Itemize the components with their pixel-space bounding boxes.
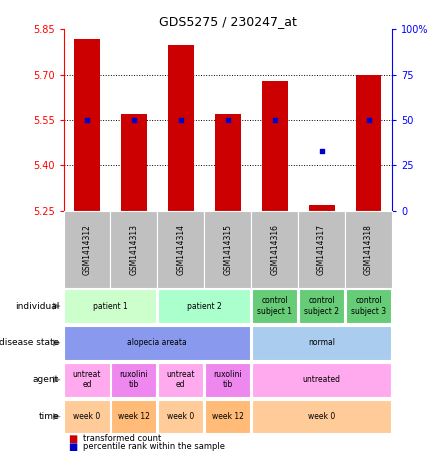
Text: control
subject 2: control subject 2 [304, 296, 339, 316]
Text: control
subject 1: control subject 1 [257, 296, 292, 316]
Text: GSM1414317: GSM1414317 [317, 224, 326, 275]
Text: week 0: week 0 [73, 412, 101, 421]
Bar [252, 326, 391, 360]
Bar [298, 211, 345, 288]
Text: week 12: week 12 [212, 412, 244, 421]
Bar [110, 211, 157, 288]
Text: percentile rank within the sample: percentile rank within the sample [83, 442, 225, 451]
Bar [204, 211, 251, 288]
Text: untreated: untreated [303, 375, 341, 384]
Bar [262, 81, 288, 211]
Point [177, 116, 184, 124]
Text: individual: individual [15, 302, 59, 311]
Bar [121, 114, 147, 211]
Text: ruxolini
tib: ruxolini tib [120, 370, 148, 390]
Point [365, 116, 372, 124]
Bar [158, 289, 250, 323]
Text: disease state: disease state [0, 338, 59, 347]
Point [271, 116, 278, 124]
Bar [345, 211, 392, 288]
Point [84, 116, 91, 124]
Title: GDS5275 / 230247_at: GDS5275 / 230247_at [159, 15, 297, 28]
Bar [64, 211, 110, 288]
Point [224, 116, 231, 124]
Bar [64, 400, 110, 434]
Bar [251, 211, 298, 288]
Text: transformed count: transformed count [83, 434, 162, 443]
Text: week 12: week 12 [118, 412, 150, 421]
Point [131, 116, 138, 124]
Bar [252, 363, 391, 397]
Polygon shape [53, 413, 61, 420]
Bar [64, 363, 110, 397]
Polygon shape [53, 339, 61, 347]
Bar [205, 363, 250, 397]
Text: control
subject 3: control subject 3 [351, 296, 386, 316]
Text: patient 1: patient 1 [93, 302, 128, 311]
Bar [205, 400, 250, 434]
Bar [74, 39, 100, 211]
Text: GSM1414316: GSM1414316 [270, 224, 279, 275]
Bar [158, 363, 203, 397]
Text: agent: agent [33, 375, 59, 384]
Text: alopecia areata: alopecia areata [127, 338, 187, 347]
Text: patient 2: patient 2 [187, 302, 222, 311]
Text: untreat
ed: untreat ed [73, 370, 101, 390]
Text: GSM1414314: GSM1414314 [177, 224, 185, 275]
Bar [168, 44, 194, 211]
Point [318, 147, 325, 154]
Text: week 0: week 0 [167, 412, 194, 421]
Bar [158, 400, 203, 434]
Text: ■: ■ [68, 442, 77, 452]
Text: GSM1414312: GSM1414312 [82, 224, 92, 275]
Text: ruxolini
tib: ruxolini tib [213, 370, 242, 390]
Bar [111, 400, 156, 434]
Polygon shape [53, 376, 61, 384]
Text: GSM1414313: GSM1414313 [129, 224, 138, 275]
Text: time: time [39, 412, 59, 421]
Bar [215, 114, 240, 211]
Text: ■: ■ [68, 434, 77, 443]
Bar [356, 75, 381, 211]
Bar [111, 363, 156, 397]
Bar [309, 205, 335, 211]
Text: untreat
ed: untreat ed [166, 370, 195, 390]
Text: GSM1414315: GSM1414315 [223, 224, 232, 275]
Bar [157, 211, 204, 288]
Text: GSM1414318: GSM1414318 [364, 224, 373, 275]
Bar [299, 289, 344, 323]
Bar [64, 326, 250, 360]
Bar [346, 289, 391, 323]
Bar [252, 400, 391, 434]
Text: normal: normal [308, 338, 335, 347]
Polygon shape [53, 302, 61, 310]
Text: week 0: week 0 [308, 412, 335, 421]
Bar [64, 289, 156, 323]
Bar [252, 289, 297, 323]
